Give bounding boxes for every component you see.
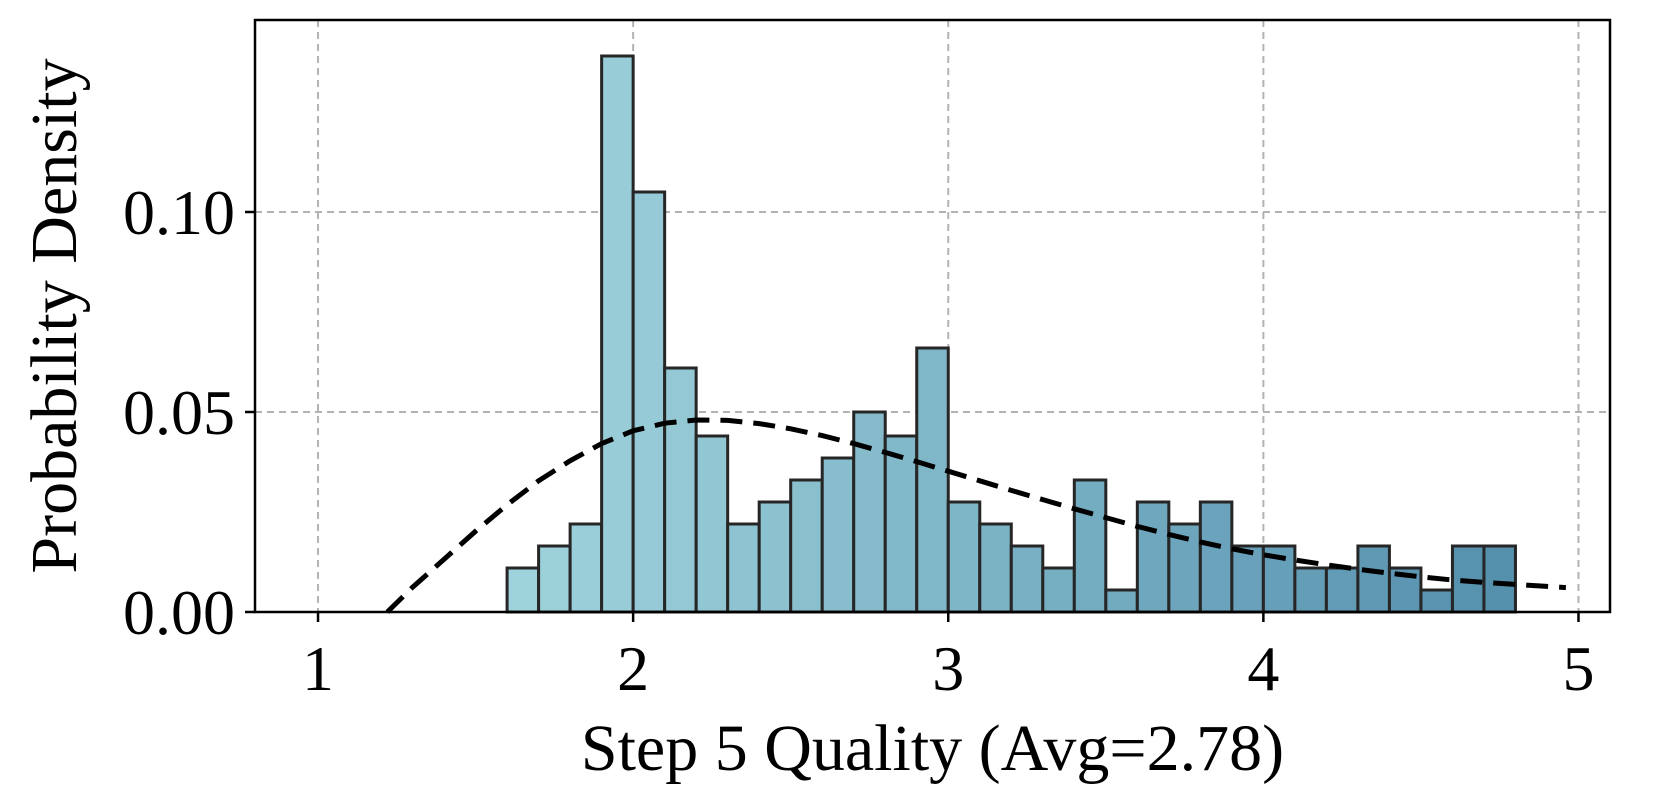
histogram-bar (568, 522, 604, 614)
x-tick-label: 1 (302, 633, 334, 704)
x-tick-label: 3 (932, 633, 964, 704)
y-tick-label: 0.10 (123, 177, 235, 248)
x-tick-label: 2 (617, 633, 649, 704)
histogram-bar (820, 456, 856, 614)
histogram-bar (505, 566, 541, 614)
histogram-bar (757, 500, 793, 614)
histogram-bar (789, 478, 824, 614)
histogram-bar (946, 500, 982, 614)
histogram-bar (726, 522, 761, 614)
histogram-bar (1041, 566, 1076, 614)
density-curve-layer (385, 417, 1567, 614)
histogram-bars (505, 54, 1517, 614)
histogram-bar (1135, 500, 1171, 614)
histogram-bar (978, 522, 1013, 614)
histogram-bar (694, 434, 730, 614)
histogram-bar (1324, 566, 1360, 614)
histogram-bar (663, 366, 698, 614)
y-tick-label: 0.00 (123, 577, 235, 648)
x-tick-label: 4 (1247, 633, 1279, 704)
density-curve (385, 417, 1567, 614)
axis-ticks: 1 2 3 4 5 0.00 0.05 0.10 (123, 177, 1594, 704)
x-tick-label: 5 (1562, 633, 1594, 704)
histogram-bar (1072, 478, 1108, 614)
histogram-bar (1230, 544, 1265, 614)
histogram-bar (600, 54, 635, 614)
histogram-bar (1009, 544, 1045, 614)
histogram-bar (1104, 588, 1139, 614)
histogram-bar (1482, 544, 1517, 614)
y-tick-label: 0.05 (123, 377, 235, 448)
histogram-bar (1419, 588, 1454, 614)
plot-frame (253, 18, 1612, 614)
y-axis-title: Probability Density (18, 58, 91, 573)
histogram-bar (1198, 500, 1234, 614)
histogram-bar (915, 346, 950, 614)
histogram-bar (1356, 544, 1391, 614)
histogram-bar (537, 544, 572, 614)
histogram-bar (883, 434, 919, 614)
histogram-bar (1293, 566, 1328, 614)
x-axis-title: Step 5 Quality (Avg=2.78) (581, 712, 1284, 785)
histogram-bar (631, 190, 667, 614)
histogram-bar (852, 410, 887, 614)
